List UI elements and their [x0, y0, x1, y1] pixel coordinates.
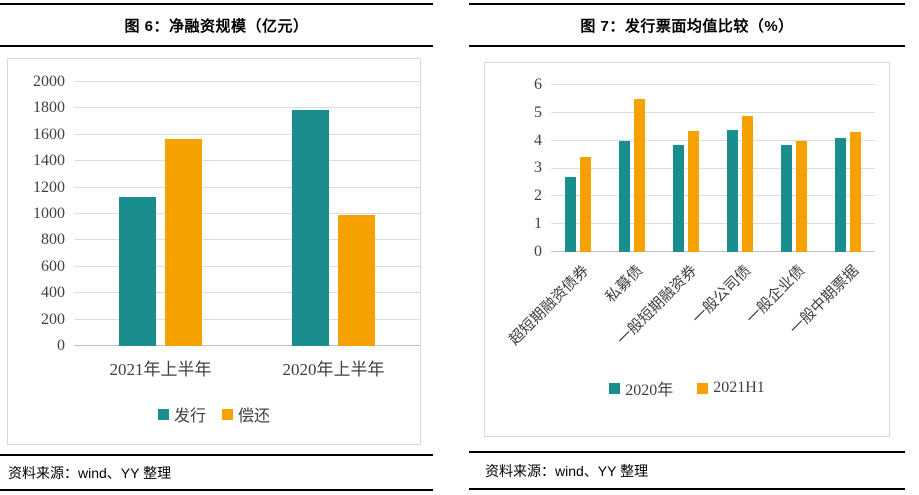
- source-text: 资料来源：wind、YY 整理: [8, 464, 172, 481]
- bottom-rule: [0, 489, 433, 491]
- plot-area: [74, 81, 420, 346]
- bar-group: [713, 85, 767, 252]
- gridline: [551, 139, 875, 141]
- bar-2020年: [781, 144, 792, 252]
- gridline: [74, 186, 420, 188]
- bar-发行: [292, 109, 329, 346]
- gridline: [551, 223, 875, 225]
- legend-label: 发行: [173, 408, 206, 425]
- bar-2021H1: [634, 98, 645, 252]
- x-axis-label: 超短期融资债券: [506, 262, 593, 349]
- x-axis-label: 私募债: [602, 262, 647, 306]
- gridline: [74, 107, 420, 109]
- gridline: [74, 81, 420, 82]
- source-top-rule: [469, 451, 905, 453]
- legend-swatch: [697, 382, 709, 394]
- gridline: [74, 292, 420, 294]
- legend-label: 2021H1: [713, 379, 765, 396]
- bar-2020年: [565, 176, 576, 252]
- bar-group: [247, 82, 420, 346]
- x-axis-labels: 2021年上半年 2020年上半年: [74, 355, 420, 380]
- bar-发行: [119, 196, 156, 346]
- bar-偿还: [165, 138, 202, 346]
- title-bottom-rule: [0, 45, 433, 47]
- legend-item: 偿还: [222, 402, 270, 426]
- y-axis: 2000 1800 1600 1400 1200 1000 800 600 400 200 0: [33, 73, 65, 354]
- bar-2021H1: [796, 140, 807, 252]
- net-financing-bar-chart: 2000 1800 1600 1400 1200 1000 800 600 400 200 0 20…: [8, 59, 420, 426]
- bar-2020年: [727, 129, 738, 252]
- legend-item: 2021H1: [697, 379, 765, 397]
- legend-swatch: [157, 408, 169, 420]
- bottom-rule: [469, 488, 905, 490]
- bar-2021H1: [688, 130, 699, 252]
- chart-legend: 发行 偿还: [8, 402, 420, 426]
- bar-2020年: [835, 137, 846, 252]
- figure-6-title: 图 6：净融资规模（亿元）: [124, 17, 309, 35]
- source-text: 资料来源：wind、YY 整理: [485, 462, 649, 479]
- x-axis-label: 2021年上半年: [109, 360, 212, 379]
- x-axis-line: [74, 345, 420, 346]
- bar-2021H1: [850, 132, 861, 252]
- legend-item: 发行: [157, 402, 206, 426]
- top-rule: [0, 3, 433, 5]
- legend-swatch: [609, 382, 621, 394]
- bar-2021H1: [742, 115, 753, 252]
- gridline: [74, 265, 420, 267]
- gridline: [74, 160, 420, 162]
- gridline: [551, 167, 875, 169]
- gridline: [551, 195, 875, 197]
- bar-2020年: [673, 144, 684, 252]
- legend-label: 偿还: [238, 408, 271, 425]
- figure-6-chart-frame: 2000 1800 1600 1400 1200 1000 800 600 400 200 0 20…: [7, 58, 421, 445]
- bar-group: [551, 85, 605, 252]
- figure-7-title: 图 7：发行票面均值比较（%）: [580, 17, 794, 35]
- bar-group: [659, 85, 713, 252]
- gridline: [551, 111, 875, 113]
- bar-group: [74, 82, 247, 346]
- bar-偿还: [338, 215, 375, 346]
- legend-item: 2020年: [609, 376, 673, 400]
- gridline: [74, 133, 420, 135]
- gridline: [74, 239, 420, 241]
- title-bottom-rule: [469, 45, 905, 47]
- chart-legend: 2020年 2021H1: [485, 376, 889, 400]
- bar-group: [605, 85, 659, 252]
- gridline: [74, 213, 420, 214]
- gridline: [74, 318, 420, 320]
- bar-group: [821, 85, 875, 252]
- x-axis-labels: 超短期融资债券 私募债 一般短期融资券 一般公司债 一般企业债 一般中期票据: [507, 252, 875, 368]
- figure-6-panel: 图 6：净融资规模（亿元） 2000 1800 1600 1400 1200 1000 80…: [0, 3, 433, 491]
- gridline: [551, 84, 875, 85]
- top-rule: [469, 3, 905, 5]
- legend-label: 2020年: [625, 382, 674, 399]
- plot-area: [551, 84, 875, 252]
- x-axis-line: [551, 251, 875, 252]
- source-top-rule: [0, 454, 433, 456]
- bar-group: [767, 85, 821, 252]
- legend-swatch: [222, 408, 233, 420]
- bar-2020年: [619, 140, 630, 252]
- x-axis-label: 2020年上半年: [282, 360, 385, 379]
- bar-2021H1: [580, 157, 591, 252]
